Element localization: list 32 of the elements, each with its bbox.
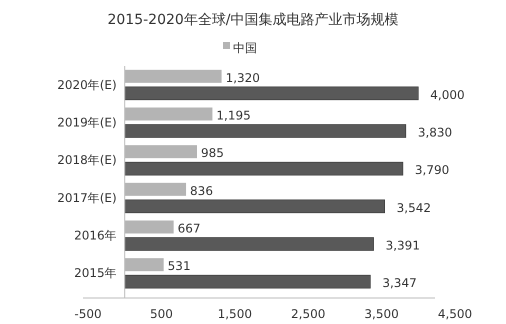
y-tick-label: 2015年 <box>74 266 117 280</box>
x-tick-label: -500 <box>74 307 102 321</box>
data-label: 531 <box>168 259 191 274</box>
data-label: 3,542 <box>396 200 432 215</box>
bar <box>124 162 404 176</box>
x-tick-label: 500 <box>150 307 173 321</box>
data-label: 4,000 <box>430 88 465 102</box>
data-label: 3,830 <box>418 126 452 140</box>
bar <box>124 237 374 251</box>
y-tick-label: 2020年(E) <box>57 78 117 92</box>
bar <box>124 86 419 100</box>
x-tick-label: 2,500 <box>291 307 326 321</box>
x-tick-label: 3,500 <box>364 307 399 321</box>
data-label: 985 <box>201 146 224 160</box>
y-tick-label: 2019年(E) <box>57 116 117 130</box>
bar <box>124 124 406 138</box>
data-label: 3,391 <box>386 238 420 252</box>
chart-title: 2015-2020年全球/中国集成电路产业市场规模 <box>107 12 399 28</box>
data-label: 836 <box>190 184 213 198</box>
y-tick-label: 2016年 <box>74 228 117 242</box>
data-label: 1,320 <box>226 70 260 85</box>
y-tick-label: 2018年(E) <box>57 153 117 168</box>
y-tick-label: 2017年(E) <box>57 190 117 205</box>
legend-label: 中国 <box>233 41 257 55</box>
data-label: 3,790 <box>414 163 450 178</box>
data-label: 3,347 <box>382 276 417 290</box>
data-label: 667 <box>178 222 201 236</box>
x-tick-label: 1,500 <box>218 307 252 321</box>
bar <box>124 274 371 288</box>
bar <box>124 200 385 214</box>
x-tick-label: 4,500 <box>438 307 472 321</box>
data-label: 1,195 <box>216 108 251 122</box>
